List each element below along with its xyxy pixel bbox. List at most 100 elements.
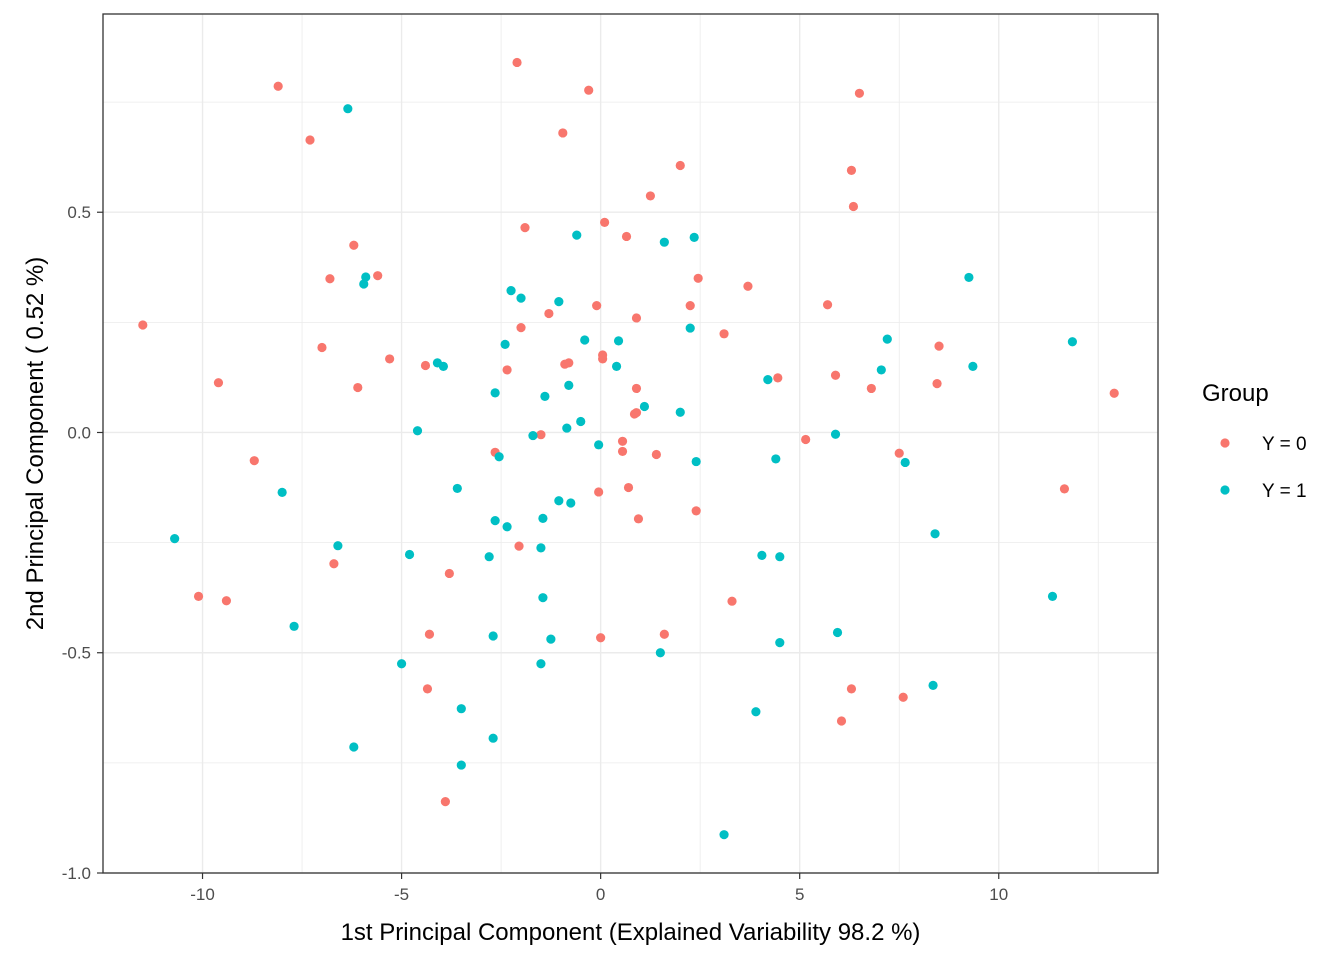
data-points bbox=[138, 57, 1119, 840]
data-point-series-0 bbox=[822, 300, 833, 310]
data-point-series-0 bbox=[424, 629, 435, 639]
data-point-series-0 bbox=[1059, 484, 1070, 494]
data-point-series-1 bbox=[488, 733, 498, 743]
data-point-series-1 bbox=[613, 336, 624, 346]
data-point-series-1 bbox=[349, 742, 359, 752]
data-point-series-1 bbox=[456, 760, 466, 770]
data-point-series-1 bbox=[968, 361, 978, 372]
data-point-series-0 bbox=[1109, 388, 1119, 398]
data-point-series-0 bbox=[894, 448, 904, 458]
data-point-series-1 bbox=[928, 680, 938, 690]
x-tick-label: -10 bbox=[190, 885, 215, 904]
data-point-series-1 bbox=[675, 407, 685, 417]
data-point-series-0 bbox=[645, 191, 656, 201]
data-point-series-1 bbox=[689, 232, 699, 242]
data-point-series-0 bbox=[592, 301, 602, 311]
data-point-series-0 bbox=[846, 165, 857, 175]
minor-gridlines bbox=[102, 14, 1158, 873]
data-point-series-1 bbox=[333, 541, 343, 551]
data-point-series-1 bbox=[438, 361, 448, 372]
data-point-series-0 bbox=[854, 88, 865, 98]
x-axis-ticks: -10 -5 0 5 10 bbox=[190, 873, 1008, 904]
data-point-series-1 bbox=[490, 515, 500, 526]
data-point-series-1 bbox=[830, 429, 841, 439]
data-point-series-0 bbox=[629, 409, 640, 419]
data-point-series-0 bbox=[558, 128, 568, 138]
data-point-series-0 bbox=[536, 430, 546, 440]
data-point-series-1 bbox=[359, 279, 369, 289]
data-point-series-1 bbox=[528, 430, 538, 441]
data-point-series-1 bbox=[964, 272, 974, 283]
x-tick-label: 0 bbox=[596, 885, 605, 904]
data-point-series-0 bbox=[659, 629, 669, 639]
data-point-series-1 bbox=[691, 456, 701, 467]
data-point-series-0 bbox=[221, 596, 232, 606]
data-point-series-1 bbox=[506, 286, 516, 296]
data-point-series-1 bbox=[540, 391, 550, 401]
data-point-series-0 bbox=[520, 223, 530, 233]
data-point-series-0 bbox=[866, 383, 876, 394]
data-point-series-1 bbox=[494, 452, 504, 462]
data-point-series-0 bbox=[743, 281, 753, 291]
panel-border bbox=[102, 13, 1159, 874]
legend-label-1: Y = 1 bbox=[1262, 481, 1307, 502]
data-point-series-0 bbox=[631, 313, 642, 323]
data-point-series-1 bbox=[277, 487, 287, 497]
data-point-series-1 bbox=[564, 380, 574, 390]
data-point-series-1 bbox=[639, 401, 650, 412]
data-point-series-1 bbox=[484, 552, 494, 562]
data-point-series-1 bbox=[396, 659, 407, 669]
y-tick-label: 0.5 bbox=[67, 203, 91, 222]
data-point-series-0 bbox=[836, 716, 847, 726]
data-point-series-0 bbox=[830, 370, 841, 380]
data-point-series-0 bbox=[516, 323, 526, 333]
data-point-series-1 bbox=[751, 707, 761, 717]
data-point-series-1 bbox=[404, 549, 415, 560]
data-point-series-0 bbox=[846, 684, 857, 694]
y-axis-ticks: -1.0 -0.5 0.0 0.5 bbox=[62, 203, 103, 883]
data-point-series-0 bbox=[932, 378, 942, 389]
data-point-series-0 bbox=[934, 341, 944, 351]
data-point-series-1 bbox=[546, 634, 556, 644]
data-point-series-1 bbox=[685, 323, 695, 333]
y-axis-title: 2nd Principal Component ( 0.52 %) bbox=[22, 257, 49, 631]
x-axis-title: 1st Principal Component (Explained Varia… bbox=[341, 919, 921, 946]
data-point-series-0 bbox=[444, 568, 454, 579]
data-point-series-0 bbox=[691, 506, 701, 516]
data-point-series-0 bbox=[898, 692, 908, 702]
data-point-series-0 bbox=[617, 436, 628, 446]
data-point-series-1 bbox=[516, 293, 526, 303]
data-point-series-0 bbox=[544, 308, 554, 319]
data-point-series-1 bbox=[500, 339, 510, 349]
x-tick-label: 10 bbox=[989, 885, 1008, 904]
data-point-series-0 bbox=[773, 373, 783, 383]
data-point-series-1 bbox=[832, 627, 843, 638]
data-point-series-0 bbox=[651, 449, 661, 460]
data-point-series-1 bbox=[771, 454, 781, 464]
data-point-series-0 bbox=[329, 559, 339, 569]
data-point-series-1 bbox=[502, 522, 512, 532]
data-point-series-1 bbox=[566, 498, 576, 508]
legend-label-0: Y = 0 bbox=[1262, 434, 1307, 455]
data-point-series-1 bbox=[719, 830, 729, 840]
data-point-series-1 bbox=[490, 388, 500, 398]
data-point-series-0 bbox=[373, 271, 383, 281]
legend-key-1 bbox=[1220, 485, 1230, 495]
data-point-series-0 bbox=[598, 354, 608, 364]
data-point-series-0 bbox=[138, 320, 148, 330]
data-point-series-0 bbox=[353, 382, 363, 393]
y-tick-label: 0.0 bbox=[67, 423, 91, 442]
legend: Group Y = 0 Y = 1 bbox=[1202, 380, 1307, 502]
data-point-series-1 bbox=[412, 426, 423, 436]
data-point-series-0 bbox=[564, 358, 574, 368]
data-point-series-1 bbox=[655, 648, 665, 658]
data-point-series-1 bbox=[170, 534, 180, 544]
data-point-series-1 bbox=[882, 334, 892, 344]
data-point-series-1 bbox=[611, 361, 622, 372]
data-point-series-0 bbox=[213, 378, 224, 388]
data-point-series-1 bbox=[1067, 337, 1078, 347]
data-point-series-0 bbox=[719, 329, 729, 339]
data-point-series-1 bbox=[775, 638, 785, 648]
data-point-series-1 bbox=[572, 230, 582, 240]
